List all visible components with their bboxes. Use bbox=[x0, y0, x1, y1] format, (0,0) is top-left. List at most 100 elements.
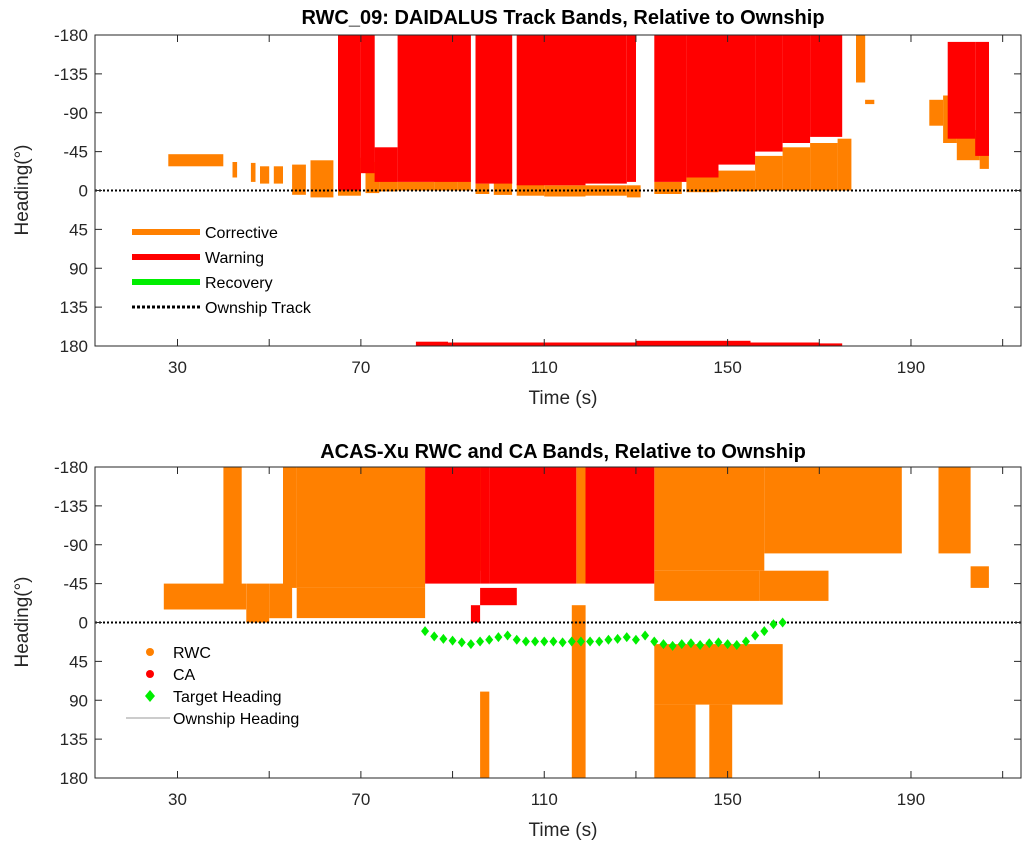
warning-band-10 bbox=[718, 35, 756, 165]
corrective-band-17 bbox=[585, 185, 627, 196]
x-tick-label-2: 110 bbox=[531, 358, 558, 377]
legend: RWC CA Target Heading Ownship Heading bbox=[126, 645, 299, 728]
ca-band-3 bbox=[585, 467, 655, 584]
rwc-band-17 bbox=[654, 644, 783, 705]
ca-band-5 bbox=[470, 605, 481, 623]
ca-band-1 bbox=[480, 467, 490, 584]
y-tick-label-4: 0 bbox=[79, 614, 88, 633]
ca-band-4 bbox=[480, 587, 517, 606]
x-tick-label-0: 30 bbox=[168, 358, 187, 377]
y-tick-label-4: 0 bbox=[79, 182, 88, 201]
legend-label-ownship-track: Ownship Track bbox=[205, 300, 312, 317]
target-heading-point-17 bbox=[576, 636, 585, 647]
warning-band-11 bbox=[755, 35, 783, 152]
corrective-band-24 bbox=[810, 143, 838, 191]
corrective-band-1 bbox=[232, 162, 238, 178]
y-tick-label-7: 135 bbox=[60, 298, 88, 317]
warning-band-19 bbox=[635, 340, 751, 346]
y-tick-label-1: -135 bbox=[54, 65, 88, 84]
corrective-band-11 bbox=[434, 179, 458, 191]
warning-band-15 bbox=[975, 41, 989, 156]
target-heading-point-0 bbox=[421, 626, 430, 637]
x-tick-label-4: 190 bbox=[897, 358, 925, 377]
target-heading-point-15 bbox=[558, 637, 567, 648]
corrective-band-28 bbox=[929, 99, 944, 126]
corrective-band-26 bbox=[856, 35, 866, 83]
target-heading-point-29 bbox=[686, 638, 695, 649]
x-ticks: 30 70 110 150 190 bbox=[168, 35, 1004, 377]
y-tick-label-8: 180 bbox=[60, 769, 88, 788]
x-tick-label-3: 150 bbox=[713, 790, 741, 809]
target-heading-point-3 bbox=[448, 635, 457, 646]
rwc-band-6 bbox=[296, 467, 426, 588]
rwc-band-2 bbox=[246, 583, 270, 623]
ca-band-0 bbox=[425, 467, 481, 584]
acas-xu-chart: ACAS-Xu RWC and CA Bands, Relative to Ow… bbox=[12, 441, 1022, 841]
legend-label-recovery: Recovery bbox=[205, 275, 273, 292]
daidalus-chart: RWC_09: DAIDALUS Track Bands, Relative t… bbox=[12, 7, 1022, 409]
y-tick-label-0: -180 bbox=[54, 458, 88, 477]
target-heading-point-12 bbox=[531, 636, 540, 647]
rwc-band-20 bbox=[938, 467, 971, 554]
target-heading-point-26 bbox=[659, 639, 668, 650]
y-tick-label-5: 45 bbox=[69, 652, 88, 671]
target-heading-point-5 bbox=[466, 639, 475, 650]
target-heading-point-11 bbox=[521, 636, 530, 647]
y-tick-label-7: 135 bbox=[60, 730, 88, 749]
rwc-band-3 bbox=[269, 583, 293, 619]
rwc-band-4 bbox=[223, 467, 242, 588]
corrective-band-13 bbox=[475, 183, 490, 194]
rwc-band-21 bbox=[970, 566, 989, 588]
warning-band-12 bbox=[782, 35, 811, 143]
y-tick-label-6: 90 bbox=[69, 691, 88, 710]
target-heading-point-10 bbox=[512, 634, 521, 645]
target-heading-point-1 bbox=[430, 631, 439, 642]
target-heading-point-35 bbox=[741, 636, 750, 647]
y-axis-label: Heading(°) bbox=[12, 144, 33, 235]
legend-label-corrective: Corrective bbox=[205, 225, 278, 242]
x-tick-label-1: 70 bbox=[351, 358, 370, 377]
target-heading-point-2 bbox=[439, 633, 448, 644]
target-heading-point-23 bbox=[631, 634, 640, 645]
target-heading-point-36 bbox=[751, 630, 760, 641]
corrective-band-25 bbox=[837, 138, 852, 191]
y-axis-label: Heading(°) bbox=[12, 576, 33, 667]
warning-band-5 bbox=[516, 35, 586, 186]
legend-label-ownship-heading: Ownship Heading bbox=[173, 711, 299, 728]
target-heading-point-27 bbox=[668, 640, 677, 651]
warning-band-8 bbox=[654, 35, 687, 182]
y-tick-label-3: -45 bbox=[63, 143, 88, 162]
x-tick-label-3: 150 bbox=[713, 358, 741, 377]
target-heading-point-8 bbox=[494, 632, 503, 643]
x-axis-label: Time (s) bbox=[529, 820, 598, 841]
corrective-band-0 bbox=[168, 154, 224, 167]
warning-band-18 bbox=[544, 342, 636, 346]
target-heading-point-34 bbox=[732, 639, 741, 650]
target-heading-point-24 bbox=[641, 630, 650, 641]
x-tick-label-2: 110 bbox=[531, 790, 558, 809]
corrective-band-18 bbox=[626, 185, 641, 198]
rwc-band-11 bbox=[571, 605, 586, 778]
corrective-band-6 bbox=[310, 160, 334, 198]
corrective-band-10 bbox=[397, 181, 435, 191]
y-ticks: -180 -135 -90 -45 0 45 90 135 180 bbox=[54, 26, 1021, 356]
target-heading-point-22 bbox=[622, 632, 631, 643]
rwc-band-7 bbox=[296, 587, 426, 619]
warning-band-16 bbox=[415, 341, 448, 346]
rwc-band-13 bbox=[695, 467, 765, 571]
x-axis-label: Time (s) bbox=[529, 388, 598, 409]
warning-band-6 bbox=[585, 35, 627, 184]
y-tick-label-5: 45 bbox=[69, 220, 88, 239]
chart-title: ACAS-Xu RWC and CA Bands, Relative to Ow… bbox=[320, 441, 806, 463]
rwc-band-0 bbox=[163, 583, 228, 610]
warning-band-21 bbox=[819, 343, 843, 346]
y-tick-label-8: 180 bbox=[60, 337, 88, 356]
warning-band-13 bbox=[810, 35, 843, 137]
rwc-band-19 bbox=[709, 704, 733, 778]
legend-marker-target-heading bbox=[145, 690, 155, 702]
warning-band-7 bbox=[626, 35, 636, 182]
corrective-band-12 bbox=[457, 180, 471, 191]
target-heading-point-31 bbox=[705, 638, 714, 649]
corrective-band-3 bbox=[260, 166, 270, 184]
